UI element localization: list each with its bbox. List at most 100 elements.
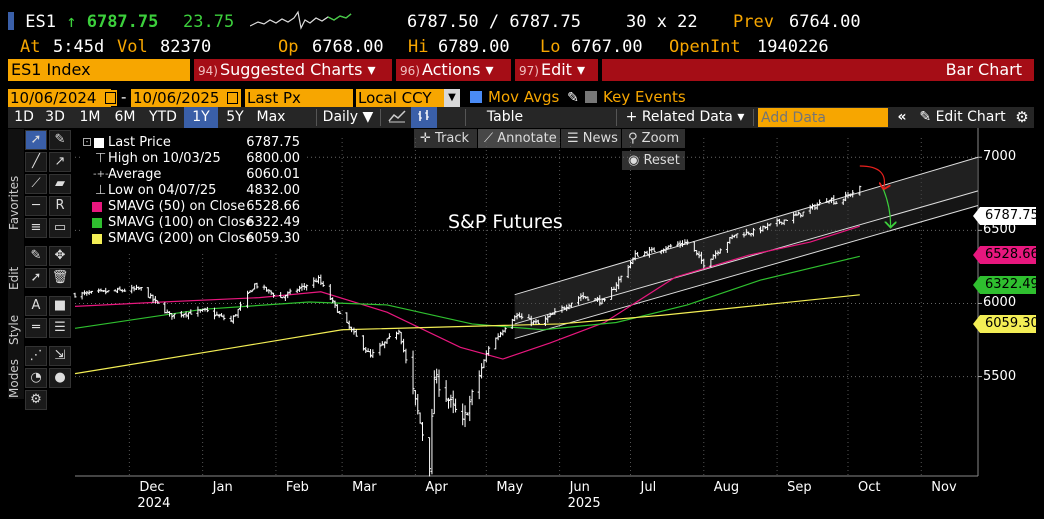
mov-avgs-toggle[interactable]: Mov Avgs ✎ [470, 88, 579, 106]
reset-button[interactable]: ◉ Reset [622, 151, 685, 170]
tab-period-5y[interactable]: 5Y [226, 109, 244, 125]
end-date-field[interactable]: 10/06/2025 [131, 89, 241, 107]
edit-menu[interactable]: 97) Edit ▾ [519, 60, 586, 79]
price-bar-2025-02-07 [288, 288, 292, 295]
horizontal-line-icon[interactable]: ─ [25, 196, 47, 216]
pencil-icon: ✎ [567, 90, 579, 106]
y-tick-label-7000: 7000 [983, 149, 1017, 165]
tab-period-ytd[interactable]: YTD [149, 109, 177, 125]
x-tick-label-may: May [496, 480, 524, 495]
price-bar-2025-05-22 [534, 318, 538, 325]
brush-icon[interactable]: ✎ [25, 246, 47, 266]
price-bar-2025-10-03 [851, 190, 855, 198]
pointer-icon[interactable]: ➚ [25, 268, 47, 288]
high-label: Hi [408, 37, 429, 57]
sma100-tag: 6322.49 [973, 276, 1039, 294]
dotted-line-icon[interactable]: ⋰ [25, 346, 47, 366]
price-bar-2024-12-09 [146, 287, 150, 298]
price-bar-2025-01-10 [222, 314, 226, 321]
start-date-field[interactable]: 10/06/2024 [8, 89, 111, 107]
tab-period-6m[interactable]: 6M [114, 109, 136, 125]
x-tick-label-aug: Aug [713, 480, 740, 495]
text-tool-icon[interactable]: R [49, 196, 71, 216]
line-tool-icon[interactable]: ╱ [25, 152, 47, 172]
frequency-select[interactable]: Daily ▼ [322, 109, 374, 125]
price-bar-2025-09-25 [832, 195, 836, 205]
ray-tool-icon[interactable]: ↗ [49, 152, 71, 172]
related-data-menu[interactable]: + Related Data ▾ [625, 109, 745, 125]
move-icon[interactable]: ✥ [49, 246, 71, 266]
price-bar-2025-08-13 [730, 234, 734, 240]
price-bar-2025-04-01 [413, 390, 417, 406]
start-calendar-icon[interactable] [105, 92, 116, 104]
price-bar-2025-01-17 [238, 301, 242, 311]
price-field-select[interactable]: Last Px [245, 89, 353, 107]
currency-dropdown-icon[interactable]: ▼ [444, 89, 460, 107]
tab-period-1m[interactable]: 1M [79, 109, 101, 125]
loop-icon[interactable]: ◔ [25, 368, 47, 388]
line-style-icon[interactable]: ═ [25, 318, 47, 338]
trend-channel-fill-lower [514, 190, 978, 339]
font-style-icon[interactable]: A [25, 296, 47, 316]
price-bar-2025-05-01 [484, 350, 488, 363]
tab-period-3d[interactable]: 3D [45, 109, 65, 125]
price-bar-2025-02-27 [335, 304, 339, 314]
price-bar-2024-11-26 [116, 287, 120, 294]
cursor-icon[interactable]: ➚ [25, 130, 47, 150]
currency-select[interactable]: Local CCY [356, 89, 460, 107]
rectangle-tool-icon[interactable]: ▭ [49, 218, 71, 238]
prev-value: 6764.00 [789, 12, 861, 32]
bar-chart-icon[interactable] [411, 107, 437, 128]
magnet-icon[interactable]: ⇲ [49, 346, 71, 366]
collapse-icon[interactable]: « [897, 109, 907, 125]
price-bar-2025-07-08 [645, 250, 649, 255]
trash-icon[interactable]: 🗑 [49, 268, 71, 288]
suggested-charts-menu[interactable]: 94) Suggested Charts ▾ [198, 60, 376, 79]
price-bar-2025-04-18 [454, 398, 458, 413]
price-bar-2025-04-16 [449, 394, 453, 408]
trend-channel-base [514, 205, 979, 340]
price-bar-2025-06-13 [586, 296, 590, 301]
price-bar-2025-04-24 [468, 395, 472, 422]
edit-chart-button[interactable]: ✎ Edit Chart [919, 109, 1006, 125]
pen-menu-icon[interactable]: ✎ [49, 130, 71, 150]
y-tick-label-5500: 5500 [983, 368, 1017, 384]
price-bar-2025-04-08 [430, 408, 434, 475]
tab-period-max[interactable]: Max [256, 109, 286, 125]
gear-icon[interactable]: ⚙ [1015, 108, 1029, 126]
price-bar-2025-08-15 [735, 233, 739, 239]
price-bar-2025-02-14 [305, 284, 309, 291]
price-bar-2025-09-19 [818, 199, 822, 206]
price-bar-2024-12-17 [165, 309, 169, 314]
tab-period-1y[interactable]: 1Y [184, 107, 218, 128]
settings-icon[interactable]: ⚙ [25, 390, 47, 410]
track-button[interactable]: ✛ Track [414, 129, 477, 148]
segment-tool-icon[interactable]: ⟋ [25, 174, 47, 194]
x-year-label-2025: 2025 [567, 496, 601, 511]
key-events-toggle[interactable]: Key Events [585, 88, 686, 106]
table-button[interactable]: Table [486, 109, 524, 125]
tab-period-1d[interactable]: 1D [14, 109, 34, 125]
price-bar-2025-07-29 [695, 249, 699, 256]
color-palette-icon[interactable]: ● [49, 368, 71, 388]
line-width-icon[interactable]: ☰ [49, 318, 71, 338]
price-bar-2025-02-03 [279, 292, 283, 298]
security-field[interactable]: ES1 Index [8, 59, 190, 81]
end-calendar-icon[interactable] [227, 92, 238, 104]
line-chart-icon[interactable] [384, 107, 410, 128]
channel-tool-icon[interactable]: ▰ [49, 174, 71, 194]
fib-tool-icon[interactable]: ≡ [25, 218, 47, 238]
actions-menu[interactable]: 96) Actions ▾ [400, 60, 494, 79]
collapse-box-icon[interactable]: - [83, 138, 91, 146]
add-data-input[interactable] [758, 108, 888, 127]
x-tick-label-apr: Apr [425, 480, 448, 495]
zoom-button[interactable]: ⚲ Zoom [622, 129, 685, 148]
price-bar-2025-04-29 [480, 363, 484, 379]
price-bar-2025-09-08 [792, 212, 796, 224]
crosshair-icon: ✛ [420, 131, 431, 146]
news-button[interactable]: ☰ News [561, 129, 621, 148]
fill-color-icon[interactable]: ■ [49, 296, 71, 316]
annotate-button[interactable]: ⟋ Annotate [478, 129, 560, 148]
legend-sma50: SMAVG (50) on Close 6528.66 [80, 199, 306, 215]
